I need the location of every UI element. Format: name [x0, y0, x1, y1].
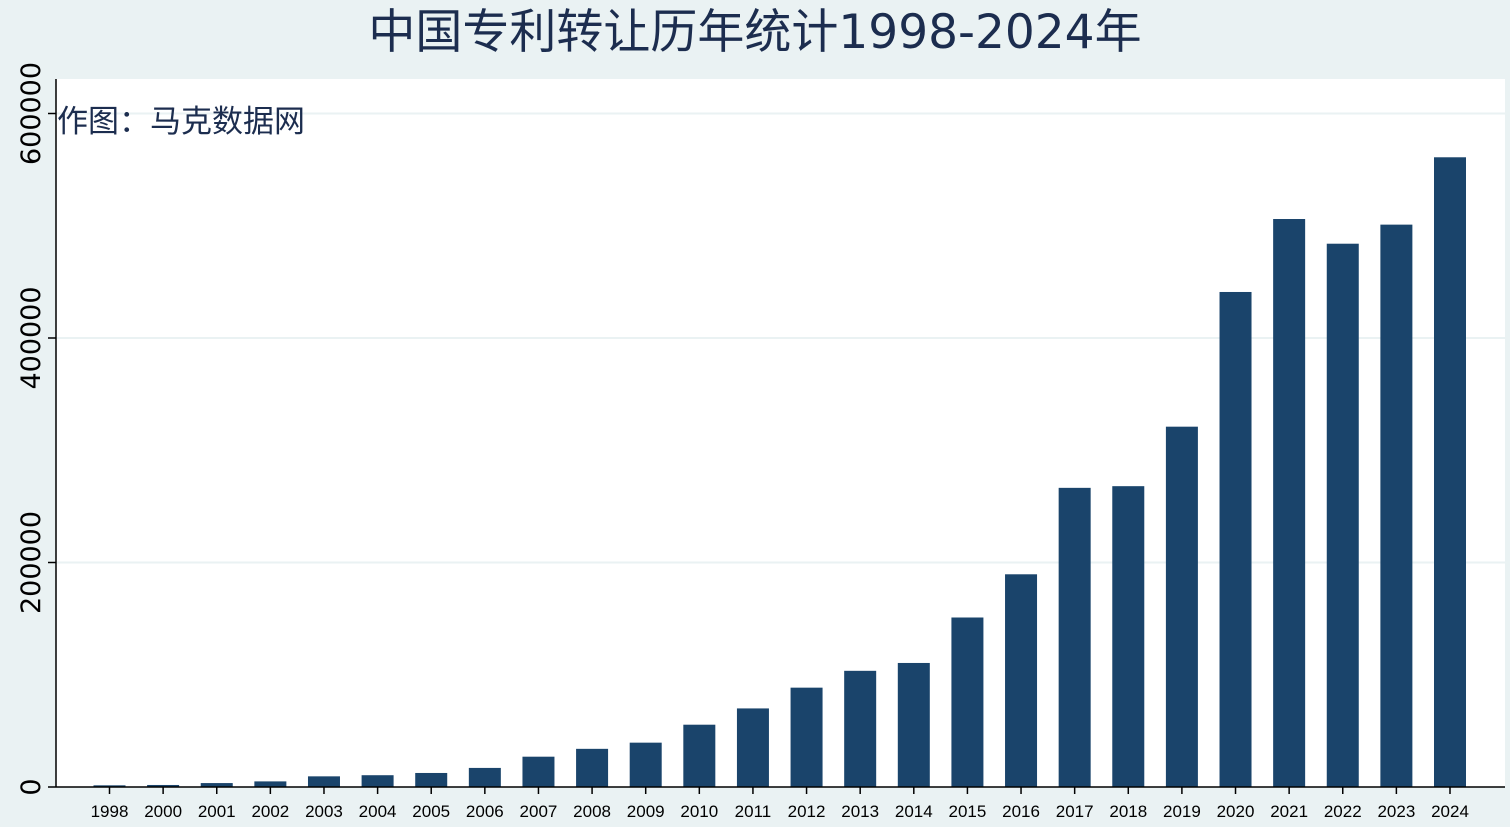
grid-lines: [56, 112, 1505, 564]
bar-2022: [1326, 243, 1359, 787]
x-tick-label: 2004: [359, 802, 397, 821]
bar-2007: [522, 756, 555, 787]
x-tick-label: 2024: [1431, 802, 1469, 821]
bar-2003: [307, 776, 340, 787]
x-tick-label: 2009: [627, 802, 665, 821]
bar-2001: [200, 783, 233, 787]
x-tick-label: 2015: [949, 802, 987, 821]
x-tick-label: 2023: [1377, 802, 1415, 821]
x-tick-label: 2011: [735, 802, 772, 821]
y-tick-label: 0: [16, 778, 47, 795]
bar-2017: [1058, 487, 1091, 787]
bar-2010: [683, 724, 716, 787]
bar-2004: [361, 775, 394, 787]
x-tick-label: 2016: [1002, 802, 1040, 821]
bar-1998: [93, 785, 126, 787]
bar-2020: [1219, 291, 1252, 787]
x-tick-label: 2013: [841, 802, 879, 821]
bar-2016: [1005, 574, 1038, 787]
plot-area: [56, 79, 1505, 787]
chart-title: 中国专利转让历年统计1998-2024年: [368, 5, 1142, 60]
x-tick-label: 2019: [1163, 802, 1201, 821]
x-tick-label: 2010: [680, 802, 718, 821]
x-tick-label: 2001: [198, 802, 236, 821]
x-tick-label: 2006: [466, 802, 504, 821]
x-tick-label: 2022: [1324, 802, 1362, 821]
x-tick-label: 2017: [1056, 802, 1094, 821]
x-tick-label: 2008: [573, 802, 611, 821]
bar-2009: [629, 742, 662, 787]
bar-2018: [1112, 486, 1145, 787]
y-tick-label: 200000: [16, 511, 47, 614]
x-tick-label: 2007: [520, 802, 558, 821]
x-tick-label: 2014: [895, 802, 933, 821]
x-tick-label: 2020: [1217, 802, 1255, 821]
bar-2012: [790, 687, 823, 787]
bars: [93, 157, 1466, 787]
watermark: 作图：马克数据网: [57, 104, 305, 140]
bar-2000: [147, 784, 180, 787]
bar-2006: [468, 767, 501, 787]
y-ticks: 0 200000 400000 600000: [16, 62, 56, 796]
bar-2013: [844, 670, 877, 787]
x-tick-label: 2005: [412, 802, 450, 821]
x-tick-label: 2000: [144, 802, 182, 821]
bar-2019: [1165, 426, 1198, 787]
y-tick-label: 600000: [16, 62, 47, 165]
bar-2005: [415, 772, 448, 787]
x-tick-label: 1998: [91, 802, 129, 821]
bar-2023: [1380, 224, 1413, 787]
y-tick-label: 400000: [16, 286, 47, 389]
bar-2008: [576, 748, 609, 787]
bar-2021: [1273, 219, 1306, 787]
x-ticks: 1998 2000 2001 2002 2003 2004 2005 2006 2007 2008…: [91, 787, 1469, 821]
x-tick-label: 2012: [788, 802, 826, 821]
bar-2015: [951, 617, 984, 787]
bar-2014: [897, 662, 930, 787]
bar-2011: [736, 708, 769, 787]
x-tick-label: 2003: [305, 802, 343, 821]
x-tick-label: 2002: [251, 802, 289, 821]
x-tick-label: 2018: [1109, 802, 1147, 821]
bar-2024: [1434, 157, 1466, 787]
x-tick-label: 2021: [1270, 802, 1308, 821]
bar-2002: [254, 781, 287, 787]
